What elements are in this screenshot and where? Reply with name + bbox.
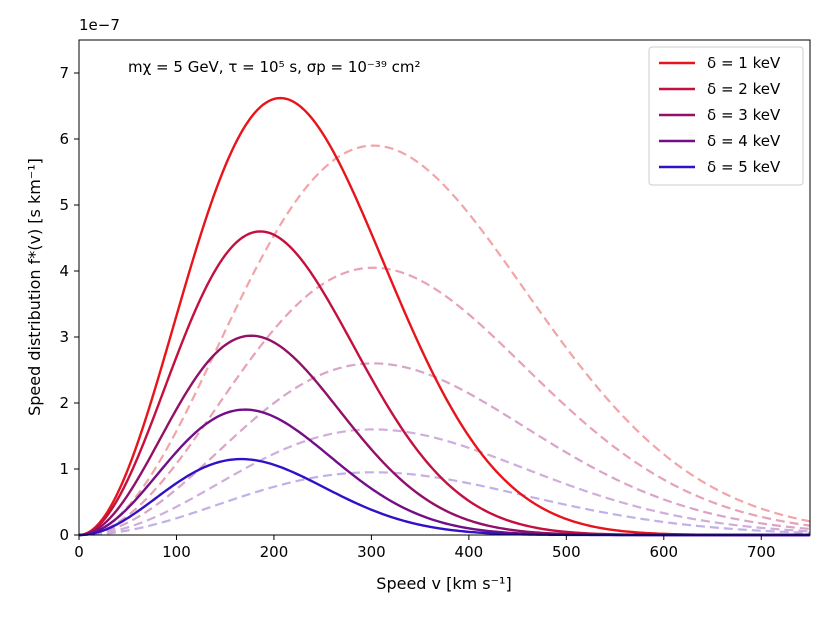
y-tick-label: 3	[59, 328, 69, 346]
legend-label-3: δ = 3 keV	[707, 106, 781, 124]
y-tick-label: 0	[59, 526, 69, 544]
reference-line-1	[78, 144, 811, 537]
legend-label-1: δ = 1 keV	[707, 54, 781, 72]
x-tick-label: 200	[260, 543, 289, 561]
parameter-annotation: mχ = 5 GeV, τ = 10⁵ s, σp = 10⁻³⁹ cm²	[128, 58, 421, 76]
y-tick-label: 2	[59, 394, 69, 412]
x-tick-label: 700	[747, 543, 776, 561]
y-offset-label: 1e−7	[79, 16, 120, 34]
x-axis-label: Speed v [km s⁻¹]	[376, 574, 511, 593]
y-tick-label: 1	[59, 460, 69, 478]
plot-frame	[78, 39, 811, 536]
reference-line-5	[78, 471, 811, 537]
x-tick-label: 100	[162, 543, 191, 561]
legend-label-5: δ = 5 keV	[707, 158, 781, 176]
y-axis-ticks: 0 1 2 3 4 5 6 7	[59, 64, 79, 544]
reference-line-4	[78, 428, 811, 537]
x-tick-label: 500	[552, 543, 581, 561]
y-tick-label: 5	[59, 196, 69, 214]
x-axis-ticks: 0 100 200 300 400 500 600 700	[74, 535, 776, 561]
x-tick-label: 400	[455, 543, 484, 561]
x-tick-label: 600	[649, 543, 678, 561]
x-tick-label: 0	[74, 543, 84, 561]
y-tick-label: 4	[59, 262, 69, 280]
y-axis-label: Speed distribution f*(v) [s km⁻¹]	[25, 158, 44, 416]
legend: δ = 1 keV δ = 2 keV δ = 3 keV δ = 4 keV δ = …	[648, 46, 804, 186]
x-tick-label: 300	[357, 543, 386, 561]
legend-label-4: δ = 4 keV	[707, 132, 781, 150]
reference-line-2	[78, 266, 811, 537]
y-tick-label: 7	[59, 64, 69, 82]
legend-box	[648, 46, 804, 186]
y-tick-label: 6	[59, 130, 69, 148]
legend-label-2: δ = 2 keV	[707, 80, 781, 98]
